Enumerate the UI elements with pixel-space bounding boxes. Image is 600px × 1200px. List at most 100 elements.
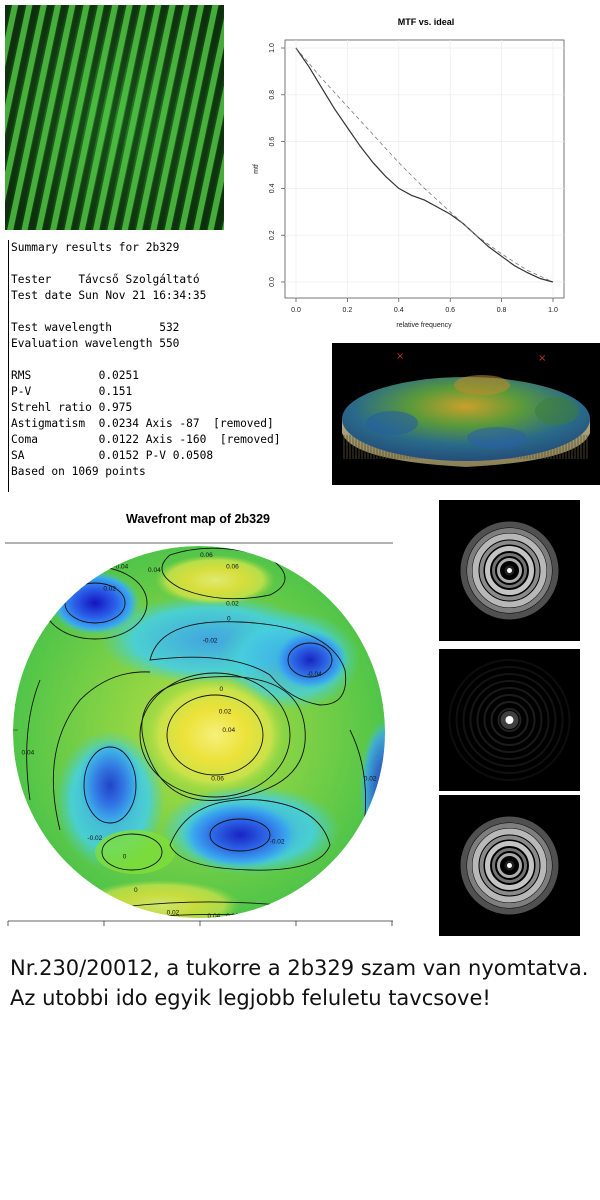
wavefront-contour-label: 0.02: [167, 909, 180, 916]
fringe-dark: [90, 5, 161, 230]
fringe-bright: [152, 5, 223, 230]
rms-value: 0.0251: [98, 369, 139, 382]
fringe-dark: [5, 5, 24, 230]
fringe-bright: [5, 5, 32, 230]
psf-ring: [460, 816, 559, 915]
fringe-dark: [104, 5, 174, 230]
wavefront-map-svg: Wavefront map of 2b329: [5, 512, 393, 926]
fringe-dark: [22, 5, 92, 230]
mtf-y-tick-label: 0.2: [269, 230, 276, 240]
test-wavelength-value: 532: [159, 321, 180, 334]
wavefront-contour-label: -0.02: [203, 638, 218, 645]
psf-ring: [497, 853, 522, 878]
wavefront-contour-label: 0.06: [226, 563, 239, 570]
psf-ring: [490, 701, 529, 739]
fringe-dark: [159, 5, 224, 230]
astigmatism-label: Astigmatism: [11, 417, 86, 430]
surface-x-mark-right: ×: [538, 353, 546, 364]
fringe-dark: [36, 5, 106, 230]
psf-ring: [492, 848, 527, 883]
fringe-bright: [193, 5, 224, 230]
psf-ring: [476, 687, 543, 753]
astigmatism-note: [removed]: [213, 417, 274, 430]
astigmatism-value: 0.0234: [98, 417, 139, 430]
fringe-bright: [5, 5, 73, 230]
psf-ring: [497, 708, 522, 732]
fringe-bright: [5, 5, 59, 230]
psf-ring: [483, 694, 536, 746]
psf-core: [505, 716, 514, 724]
fringe-dark: [5, 5, 65, 230]
mtf-x-tick-label: 0.8: [497, 307, 507, 314]
wavefront-contour-label: 0.02: [364, 775, 377, 782]
wavefront-contour-label: 0.06: [200, 552, 213, 559]
rms-label: RMS: [11, 369, 32, 382]
psf-ring: [467, 528, 552, 613]
coma-value: 0.0122: [98, 433, 139, 446]
psf-ring: [460, 521, 559, 620]
fringe-dark: [132, 5, 202, 230]
psf-core: [507, 568, 512, 573]
astigmatism-axis: Axis -87: [145, 417, 200, 430]
fringe-bright: [15, 5, 86, 230]
psf-image-1: [439, 500, 580, 641]
mtf-x-tick-label: 0.0: [291, 307, 301, 314]
mtf-y-tick-label: 1.0: [269, 43, 276, 53]
mtf-x-tick-label: 0.4: [394, 307, 404, 314]
eval-wavelength-value: 550: [159, 337, 180, 350]
interferogram-image: [5, 5, 224, 230]
mtf-chart: MTF vs. ideal 0.0 0.2 0.4 0.6 0.8 1.0 0.0 0.2 0.…: [248, 5, 578, 335]
psf-ring: [472, 828, 547, 903]
sa-value: 0.0152: [98, 449, 139, 462]
wavefront-contour-label: 0: [134, 887, 138, 894]
mtf-y-tick-label: 0.8: [269, 90, 276, 100]
wavefront-contour-label: -0.02: [270, 839, 285, 846]
fringe-bright: [97, 5, 169, 230]
test-date-label: Test date: [11, 289, 72, 302]
psf-image-3: [439, 795, 580, 936]
pv-label: P-V: [11, 385, 32, 398]
strehl-value: 0.975: [98, 401, 133, 414]
psf-ring: [479, 835, 540, 896]
psf-core: [507, 863, 512, 868]
summary-title: Summary results for 2b329: [11, 241, 180, 254]
psf-rings-3: [439, 795, 580, 936]
caption: Nr.230/20012, a tukorre a 2b329 szam van…: [10, 953, 595, 1013]
fringe-bright: [29, 5, 100, 230]
wavefront-contour-label: 0: [123, 853, 127, 860]
wavefront-contour-label: 0.02: [219, 708, 232, 715]
fringe-bright: [179, 5, 224, 230]
wavefront-contour-label: 0.04: [22, 749, 35, 756]
fringe-dark: [118, 5, 188, 230]
wavefront-surface: 0.06 0.04 0.02 0.06 0 0.02 -0.02 -0.04 -0.04 0 0.0…: [13, 546, 385, 920]
wavefront-contour-label: 0: [220, 686, 224, 693]
fringe-dark: [5, 5, 38, 230]
mtf-x-tick-label: 0.2: [343, 307, 353, 314]
mtf-series-solid: [295, 47, 554, 283]
psf-rings-1: [439, 500, 580, 641]
test-date-value: Sun Nov 21 16:34:35: [78, 289, 207, 302]
sa-label: SA: [11, 449, 25, 462]
fringe-bright: [166, 5, 224, 230]
mtf-ylabel: mtf: [253, 164, 260, 174]
coma-label: Coma: [11, 433, 38, 446]
test-wavelength-label: Test wavelength: [11, 321, 113, 334]
wavefront-map: Wavefront map of 2b329: [0, 500, 400, 930]
wavefront-contour-label: -0.02: [87, 835, 102, 842]
wavefront-contour-label: 0.04: [148, 567, 161, 574]
wavefront-contour-label: 0.06: [226, 913, 239, 920]
psf-ring: [467, 823, 552, 908]
mtf-title: MTF vs. ideal: [398, 17, 455, 27]
sa-pv: P-V 0.0508: [145, 449, 214, 462]
eval-wavelength-label: Evaluation wavelength: [11, 337, 153, 350]
interferogram-fringes: [5, 5, 224, 230]
fringe-dark: [49, 5, 120, 230]
psf-ring: [462, 673, 557, 767]
psf-ring: [448, 659, 571, 781]
wavefront-contour-label: 0: [227, 615, 231, 622]
fringe-bright: [5, 5, 45, 230]
wavefront-contour-label: 0.02: [226, 601, 239, 608]
wavefront-contour-label: 0.02: [103, 586, 116, 593]
mtf-chart-svg: MTF vs. ideal 0.0 0.2 0.4 0.6 0.8 1.0 0.0 0.2 0.…: [253, 17, 565, 329]
surface-3d-render: × ×: [332, 343, 600, 485]
